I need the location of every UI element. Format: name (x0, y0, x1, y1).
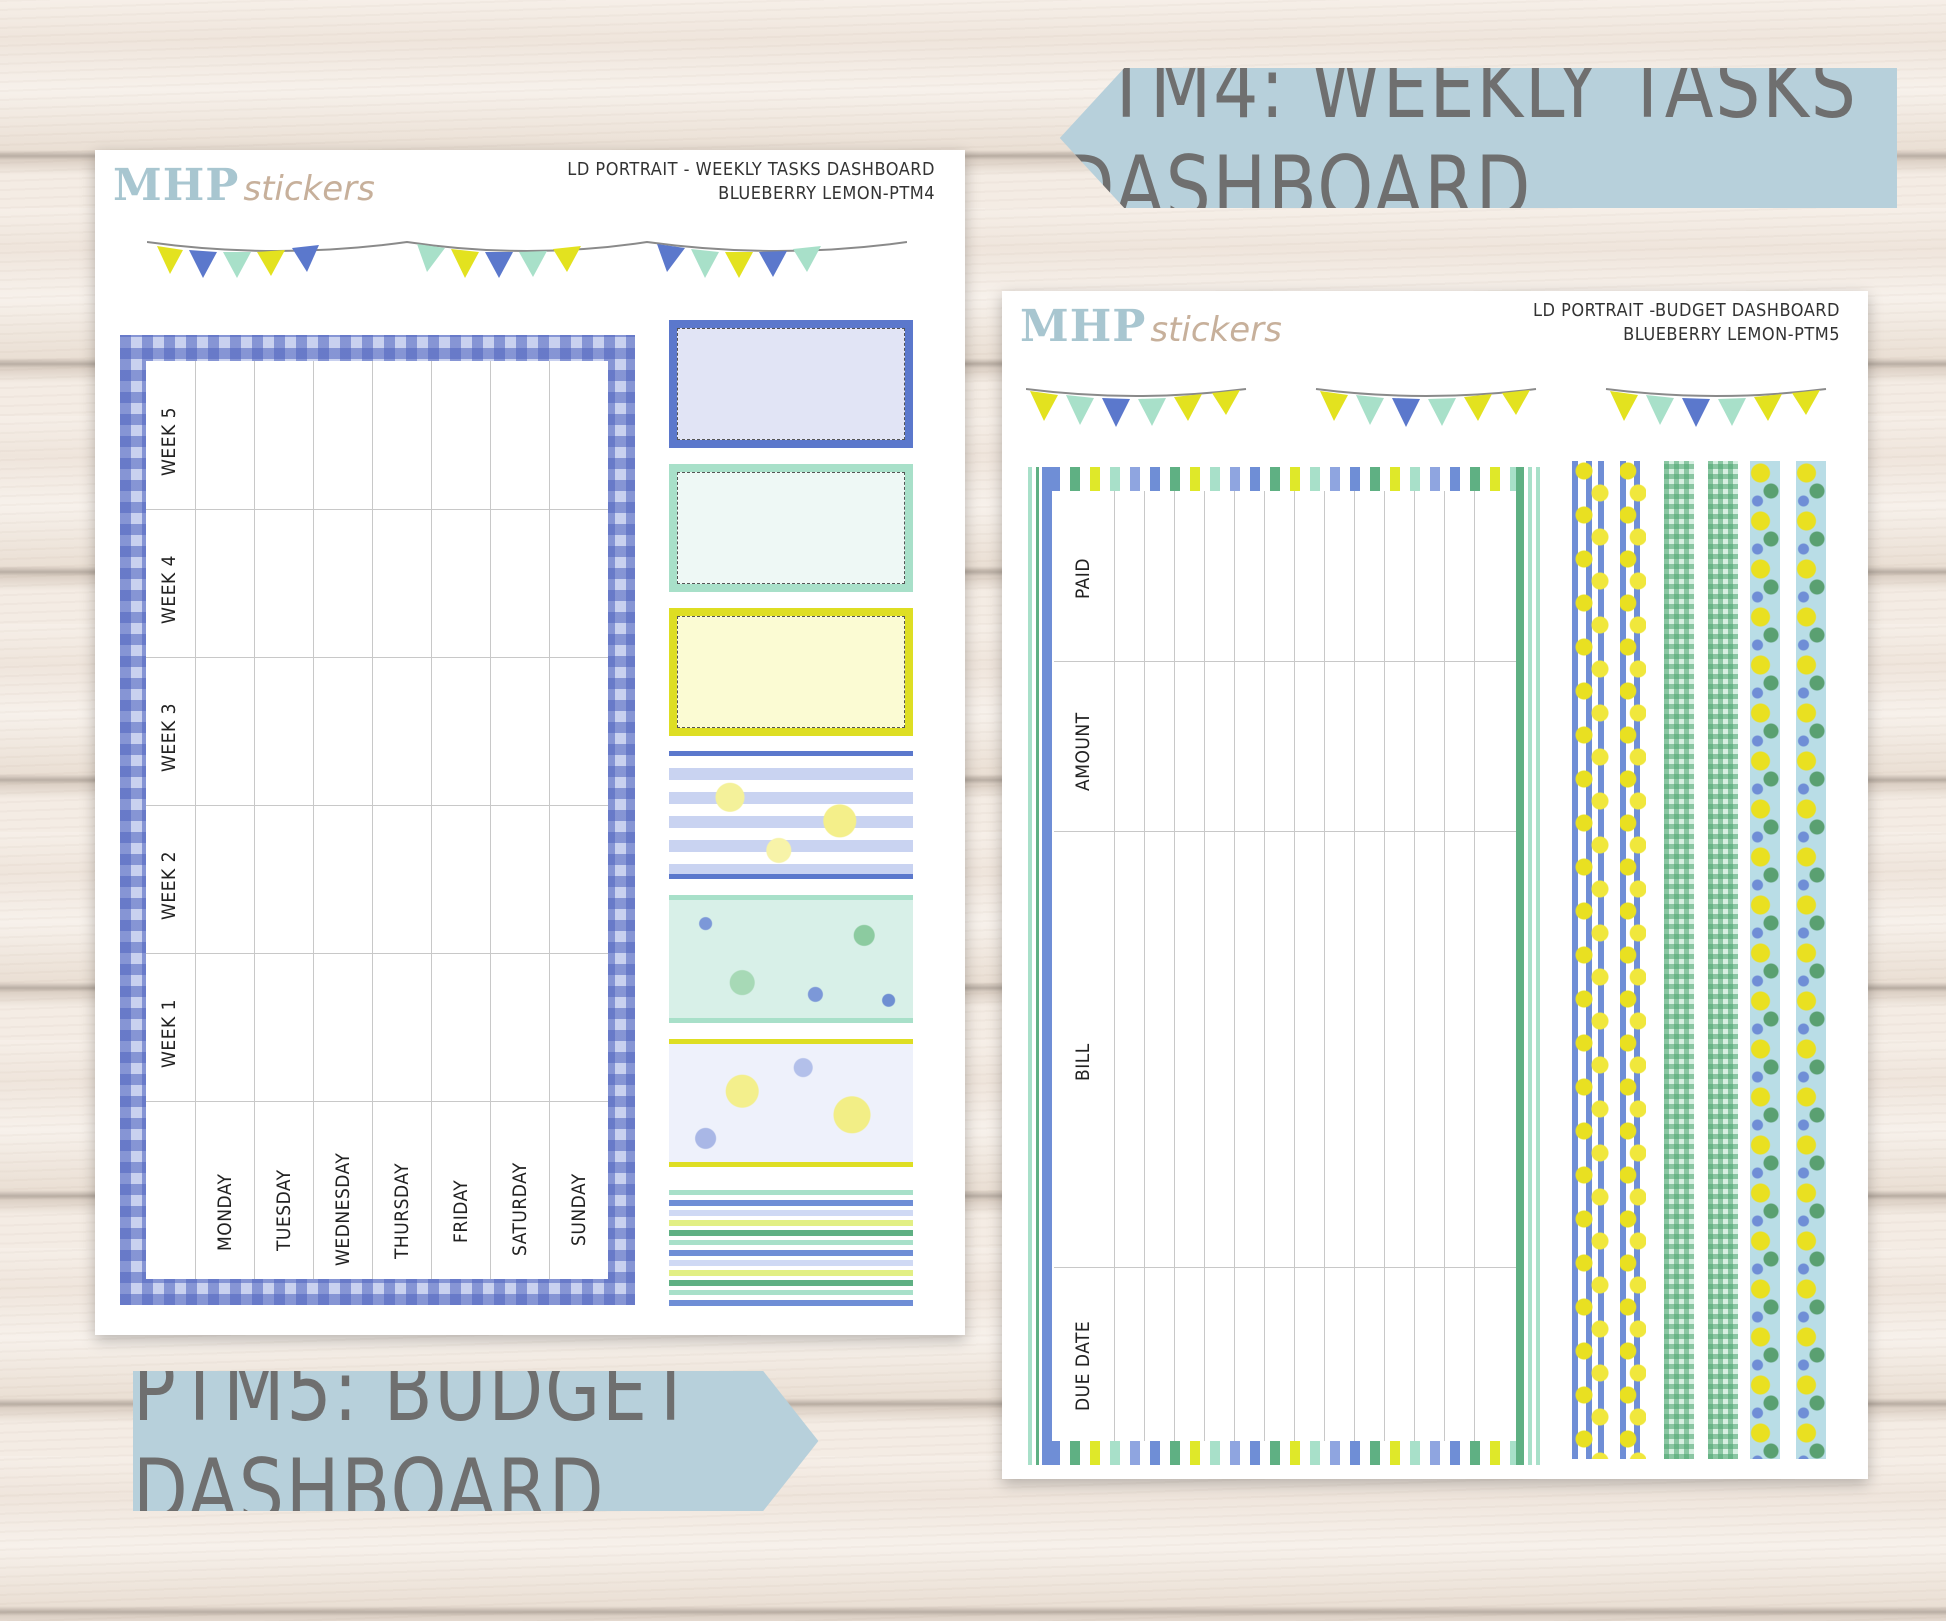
washi-strip-floral[interactable] (1796, 461, 1826, 1459)
grid-hline (1054, 831, 1516, 832)
week-label: WEEK 4 (158, 554, 180, 624)
mhp-stickers-logo: MHP stickers (113, 160, 375, 211)
day-label: MONDAY (214, 1173, 236, 1251)
week-label: WEEK 2 (158, 850, 180, 920)
mhp-stickers-logo: MHP stickers (1020, 301, 1282, 352)
grid-vline (1414, 491, 1415, 1441)
grid-vline (1234, 491, 1235, 1441)
grid-vline (1114, 491, 1115, 1441)
grid-vline (1324, 491, 1325, 1441)
washi-strip-floral[interactable] (1750, 461, 1780, 1459)
sticker-sheet-weekly-tasks[interactable]: MHP stickers LD PORTRAIT - WEEKLY TASKS D… (95, 150, 965, 1335)
day-label: WEDNESDAY (332, 1152, 354, 1266)
sheet-title-line2: BLUEBERRY LEMON-PTM4 (718, 183, 935, 204)
sticker-sheet-budget[interactable]: MHP stickers LD PORTRAIT -BUDGET DASHBOAR… (1002, 291, 1868, 1479)
sheet-title-line1: LD PORTRAIT -BUDGET DASHBOARD (1532, 300, 1840, 321)
budget-grid[interactable]: PAID AMOUNT BILL DUE DATE (1054, 491, 1516, 1441)
grid-vline (549, 361, 550, 1279)
grid-vline (490, 361, 491, 1279)
grid-hline (146, 805, 608, 806)
grid-vline (1264, 491, 1265, 1441)
budget-column-label: BILL (1072, 1043, 1094, 1081)
sheet-title: LD PORTRAIT -BUDGET DASHBOARD BLUEBERRY … (1533, 299, 1840, 347)
grid-vline (372, 361, 373, 1279)
logo-brand: MHP (1020, 301, 1147, 352)
washi-strip-gingham[interactable] (1664, 461, 1694, 1459)
sticker-box-floral[interactable] (669, 895, 913, 1023)
banner-budget-dashboard: PTM5: BUDGET DASHBOARD (133, 1371, 818, 1511)
grid-hline (146, 509, 608, 510)
banner-budget-dashboard-text: PTM5: BUDGET DASHBOARD (133, 1341, 695, 1541)
sticker-box-mint[interactable] (669, 464, 913, 592)
grid-vline (313, 361, 314, 1279)
budget-stripe-top (1050, 467, 1520, 491)
sticker-box-blueberry[interactable] (669, 320, 913, 448)
budget-side-stripe-left (1028, 467, 1052, 1465)
sticker-box-inner (677, 328, 905, 440)
bunting-flags (157, 244, 821, 278)
sticker-box-lemon-leaves[interactable] (669, 1039, 913, 1167)
sheet-title: LD PORTRAIT - WEEKLY TASKS DASHBOARD BLU… (567, 158, 935, 206)
sticker-box-inner (677, 616, 905, 728)
budget-stripe-bottom (1050, 1441, 1520, 1465)
day-label: TUESDAY (273, 1169, 295, 1251)
grid-vline (1474, 491, 1475, 1441)
washi-strip-lemon[interactable] (1572, 461, 1612, 1459)
week-label: WEEK 1 (158, 998, 180, 1068)
grid-hline (146, 953, 608, 954)
day-label: THURSDAY (391, 1162, 413, 1259)
sticker-box-lemon-stripes[interactable] (669, 751, 913, 879)
grid-vline (1174, 491, 1175, 1441)
day-label: FRIDAY (450, 1179, 472, 1243)
weekly-grid-frame: WEEK 5 WEEK 4 WEEK 3 WEEK 2 WEEK 1 MONDA… (120, 335, 635, 1305)
grid-vline (1384, 491, 1385, 1441)
grid-hline (146, 1101, 608, 1102)
bunting-banner (1026, 388, 1827, 427)
budget-column-label: DUE DATE (1072, 1320, 1094, 1411)
day-label: SATURDAY (509, 1162, 531, 1256)
grid-vline (1144, 491, 1145, 1441)
week-label: WEEK 3 (158, 702, 180, 772)
sticker-stripe-strips[interactable] (669, 1190, 913, 1310)
sheet-title-line1: LD PORTRAIT - WEEKLY TASKS DASHBOARD (567, 159, 935, 180)
grid-hline (1054, 661, 1516, 662)
logo-script: stickers (1150, 310, 1282, 350)
bunting-banner (147, 240, 907, 278)
grid-vline (1444, 491, 1445, 1441)
grid-vline (195, 361, 196, 1279)
weekly-grid[interactable]: WEEK 5 WEEK 4 WEEK 3 WEEK 2 WEEK 1 MONDA… (146, 361, 608, 1279)
budget-column-label: AMOUNT (1072, 712, 1094, 791)
sticker-box-inner (677, 472, 905, 584)
budget-column-label: PAID (1072, 558, 1094, 599)
sticker-box-lemon[interactable] (669, 608, 913, 736)
grid-vline (1354, 491, 1355, 1441)
grid-vline (254, 361, 255, 1279)
grid-hline (1054, 1267, 1516, 1268)
washi-strip-gingham[interactable] (1708, 461, 1738, 1459)
banner-weekly-tasks-text: PTM4: WEEKLY TASKS DASHBOARD (1059, 38, 1858, 238)
week-label: WEEK 5 (158, 406, 180, 476)
sheet-title-line2: BLUEBERRY LEMON-PTM5 (1623, 324, 1840, 345)
logo-brand: MHP (113, 160, 240, 211)
washi-strip-lemon-narrow[interactable] (1620, 461, 1646, 1459)
grid-hline (146, 657, 608, 658)
day-label: SUNDAY (568, 1173, 590, 1246)
logo-script: stickers (243, 169, 375, 209)
grid-vline (1204, 491, 1205, 1441)
budget-side-stripe-right (1516, 467, 1546, 1465)
bunting-flags (1030, 390, 1820, 427)
grid-vline (431, 361, 432, 1279)
grid-vline (1294, 491, 1295, 1441)
banner-weekly-tasks: PTM4: WEEKLY TASKS DASHBOARD (1059, 68, 1897, 208)
